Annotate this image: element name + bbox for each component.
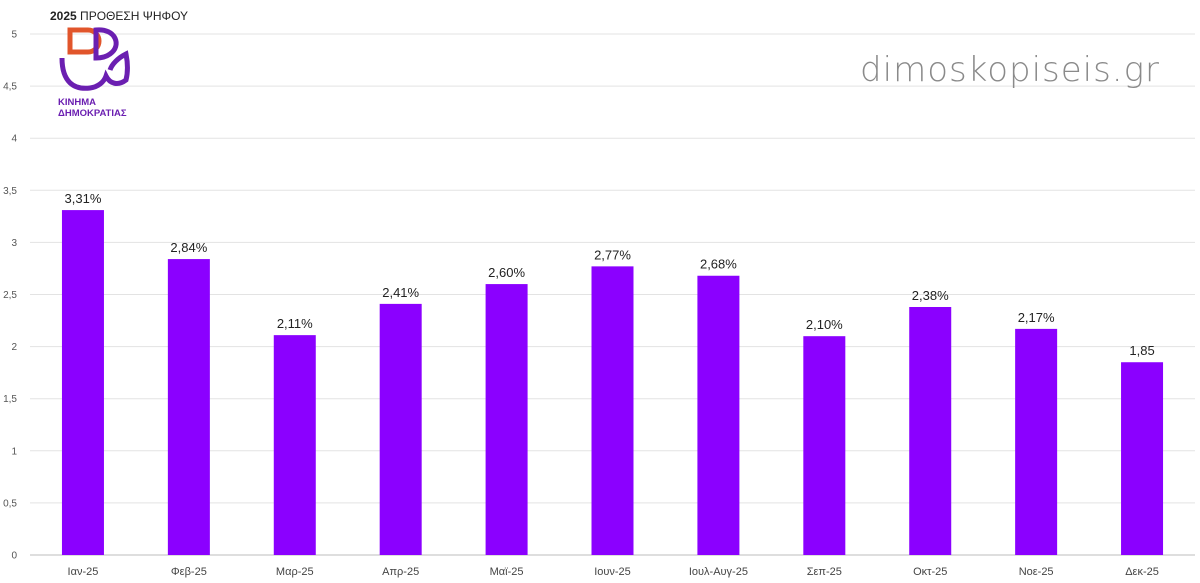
logo-text-line1: ΚΙΝΗΜΑ [58, 97, 96, 108]
x-tick-label: Ιουλ-Αυγ-25 [689, 566, 748, 578]
logo-purple-leaf [93, 27, 119, 61]
x-tick-label: Ιαν-25 [68, 566, 99, 578]
y-tick-label: 1 [11, 446, 17, 457]
y-tick-label: 2 [11, 342, 17, 353]
x-tick-label: Οκτ-25 [913, 566, 947, 578]
x-tick-label: Απρ-25 [382, 566, 419, 578]
y-tick-label: 0,5 [3, 498, 17, 509]
bar [591, 266, 634, 555]
data-label: 1,85 [1129, 343, 1154, 358]
bar [697, 275, 740, 555]
x-tick-label: Ιουν-25 [594, 566, 631, 578]
x-axis-labels: Ιαν-25 Φεβ-25 Μαρ-25 Απρ-25 Μαϊ-25 Ιουν-25 Ιου… [68, 566, 1159, 578]
bar [379, 303, 422, 555]
bar [1015, 328, 1058, 555]
x-tick-label: Μαϊ-25 [490, 566, 524, 578]
data-label: 2,10% [806, 317, 843, 332]
party-logo-text: ΚΙΝΗΜΑ ΔΗΜΟΚΡΑΤΙΑΣ [58, 97, 127, 119]
data-label: 2,77% [594, 247, 631, 262]
bar [273, 335, 316, 555]
x-tick-label: Φεβ-25 [171, 566, 207, 578]
x-tick-label: Σεπ-25 [807, 566, 842, 578]
x-tick-label: Δεκ-25 [1125, 566, 1159, 578]
y-tick-label: 4,5 [3, 82, 17, 93]
data-label: 2,17% [1018, 310, 1055, 325]
bar [909, 307, 952, 555]
watermark: dimoskopiseis.gr [860, 50, 1160, 90]
y-tick-label: 4 [11, 134, 17, 145]
bar [1121, 362, 1164, 555]
data-label: 2,38% [912, 288, 949, 303]
data-label: 3,31% [65, 191, 102, 206]
chart-title-year: 2025 [50, 9, 77, 23]
data-label: 2,11% [277, 316, 313, 331]
bar [485, 284, 528, 555]
x-tick-label: Νοε-25 [1019, 566, 1054, 578]
y-tick-label: 2,5 [3, 290, 17, 301]
bar [803, 336, 846, 555]
x-tick-label: Μαρ-25 [276, 566, 314, 578]
y-tick-label: 3 [11, 238, 17, 249]
logo-orange-shape [67, 27, 102, 55]
data-labels: 3,31% 2,84% 2,11% 2,41% 2,60% 2,77% 2,68% 2,10%… [65, 191, 1155, 358]
logo-text-line2: ΔΗΜΟΚΡΑΤΙΑΣ [58, 108, 127, 119]
y-axis-ticks: 0 0,5 1 1,5 2 2,5 3 3,5 4 4,5 5 [3, 30, 17, 562]
y-tick-label: 0 [11, 551, 17, 562]
data-label: 2,84% [170, 240, 207, 255]
y-tick-label: 5 [11, 30, 17, 41]
data-label: 2,60% [488, 265, 525, 280]
data-label: 2,68% [700, 257, 737, 272]
bars [61, 210, 1164, 555]
chart-title-text: ΠΡΟΘΕΣΗ ΨΗΦΟΥ [80, 9, 189, 23]
party-logo [59, 27, 130, 91]
chart-title: 2025 ΠΡΟΘΕΣΗ ΨΗΦΟΥ [50, 9, 188, 23]
y-tick-label: 3,5 [3, 186, 17, 197]
y-tick-label: 1,5 [3, 394, 17, 405]
bar [61, 210, 104, 555]
bar [167, 259, 210, 555]
data-label: 2,41% [382, 285, 419, 300]
logo-purple-curve [59, 50, 130, 91]
